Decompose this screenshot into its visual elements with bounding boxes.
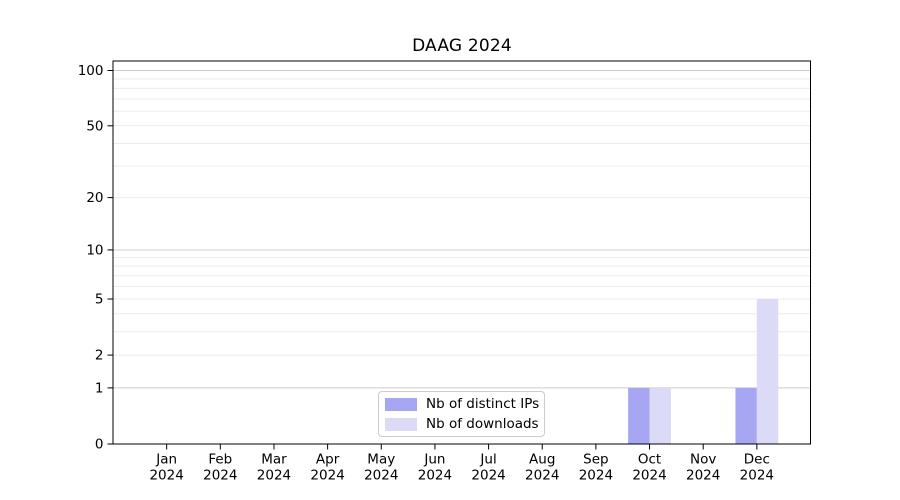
x-tick-label-jan: Jan 2024 — [149, 452, 183, 484]
bar-downloads-oct — [649, 387, 671, 444]
x-tick-label-dec: Dec 2024 — [740, 452, 774, 484]
legend-row-distinct-ips: Nb of distinct IPs — [385, 396, 544, 412]
x-tick-label-mar: Mar 2024 — [257, 452, 291, 484]
x-tick-label-jun: Jun 2024 — [418, 452, 452, 484]
legend-swatch-downloads — [385, 417, 417, 431]
y-tick-label: 10 — [86, 242, 103, 258]
x-tick-label-apr: Apr 2024 — [310, 452, 344, 484]
bar-downloads-dec — [756, 298, 779, 444]
y-tick-label: 0 — [95, 437, 104, 453]
chart-title: DAAG 2024 — [412, 36, 512, 56]
x-tick-label-feb: Feb 2024 — [203, 452, 237, 484]
legend-label-downloads: Nb of downloads — [426, 416, 539, 432]
bar-distinct-ips-oct — [628, 387, 650, 444]
y-tick-label: 2 — [95, 348, 104, 364]
x-tick-label-sep: Sep 2024 — [579, 452, 613, 484]
plot-border — [112, 60, 811, 445]
y-tick-label: 100 — [78, 63, 104, 79]
y-tick-label: 20 — [86, 190, 103, 206]
legend-swatch-distinct-ips — [385, 397, 417, 411]
x-tick-label-nov: Nov 2024 — [686, 452, 720, 484]
x-tick-label-aug: Aug 2024 — [525, 452, 559, 484]
x-tick-label-may: May 2024 — [364, 452, 398, 484]
y-tick-label: 5 — [95, 291, 104, 307]
legend: Nb of distinct IPs Nb of downloads — [378, 391, 545, 437]
bar-distinct-ips-dec — [735, 387, 757, 444]
legend-label-distinct-ips: Nb of distinct IPs — [426, 396, 540, 412]
legend-row-downloads: Nb of downloads — [385, 416, 544, 432]
y-tick-label: 1 — [95, 380, 104, 396]
x-tick-label-oct: Oct 2024 — [632, 452, 666, 484]
x-tick-label-jul: Jul 2024 — [471, 452, 505, 484]
y-tick-label: 50 — [86, 118, 103, 134]
